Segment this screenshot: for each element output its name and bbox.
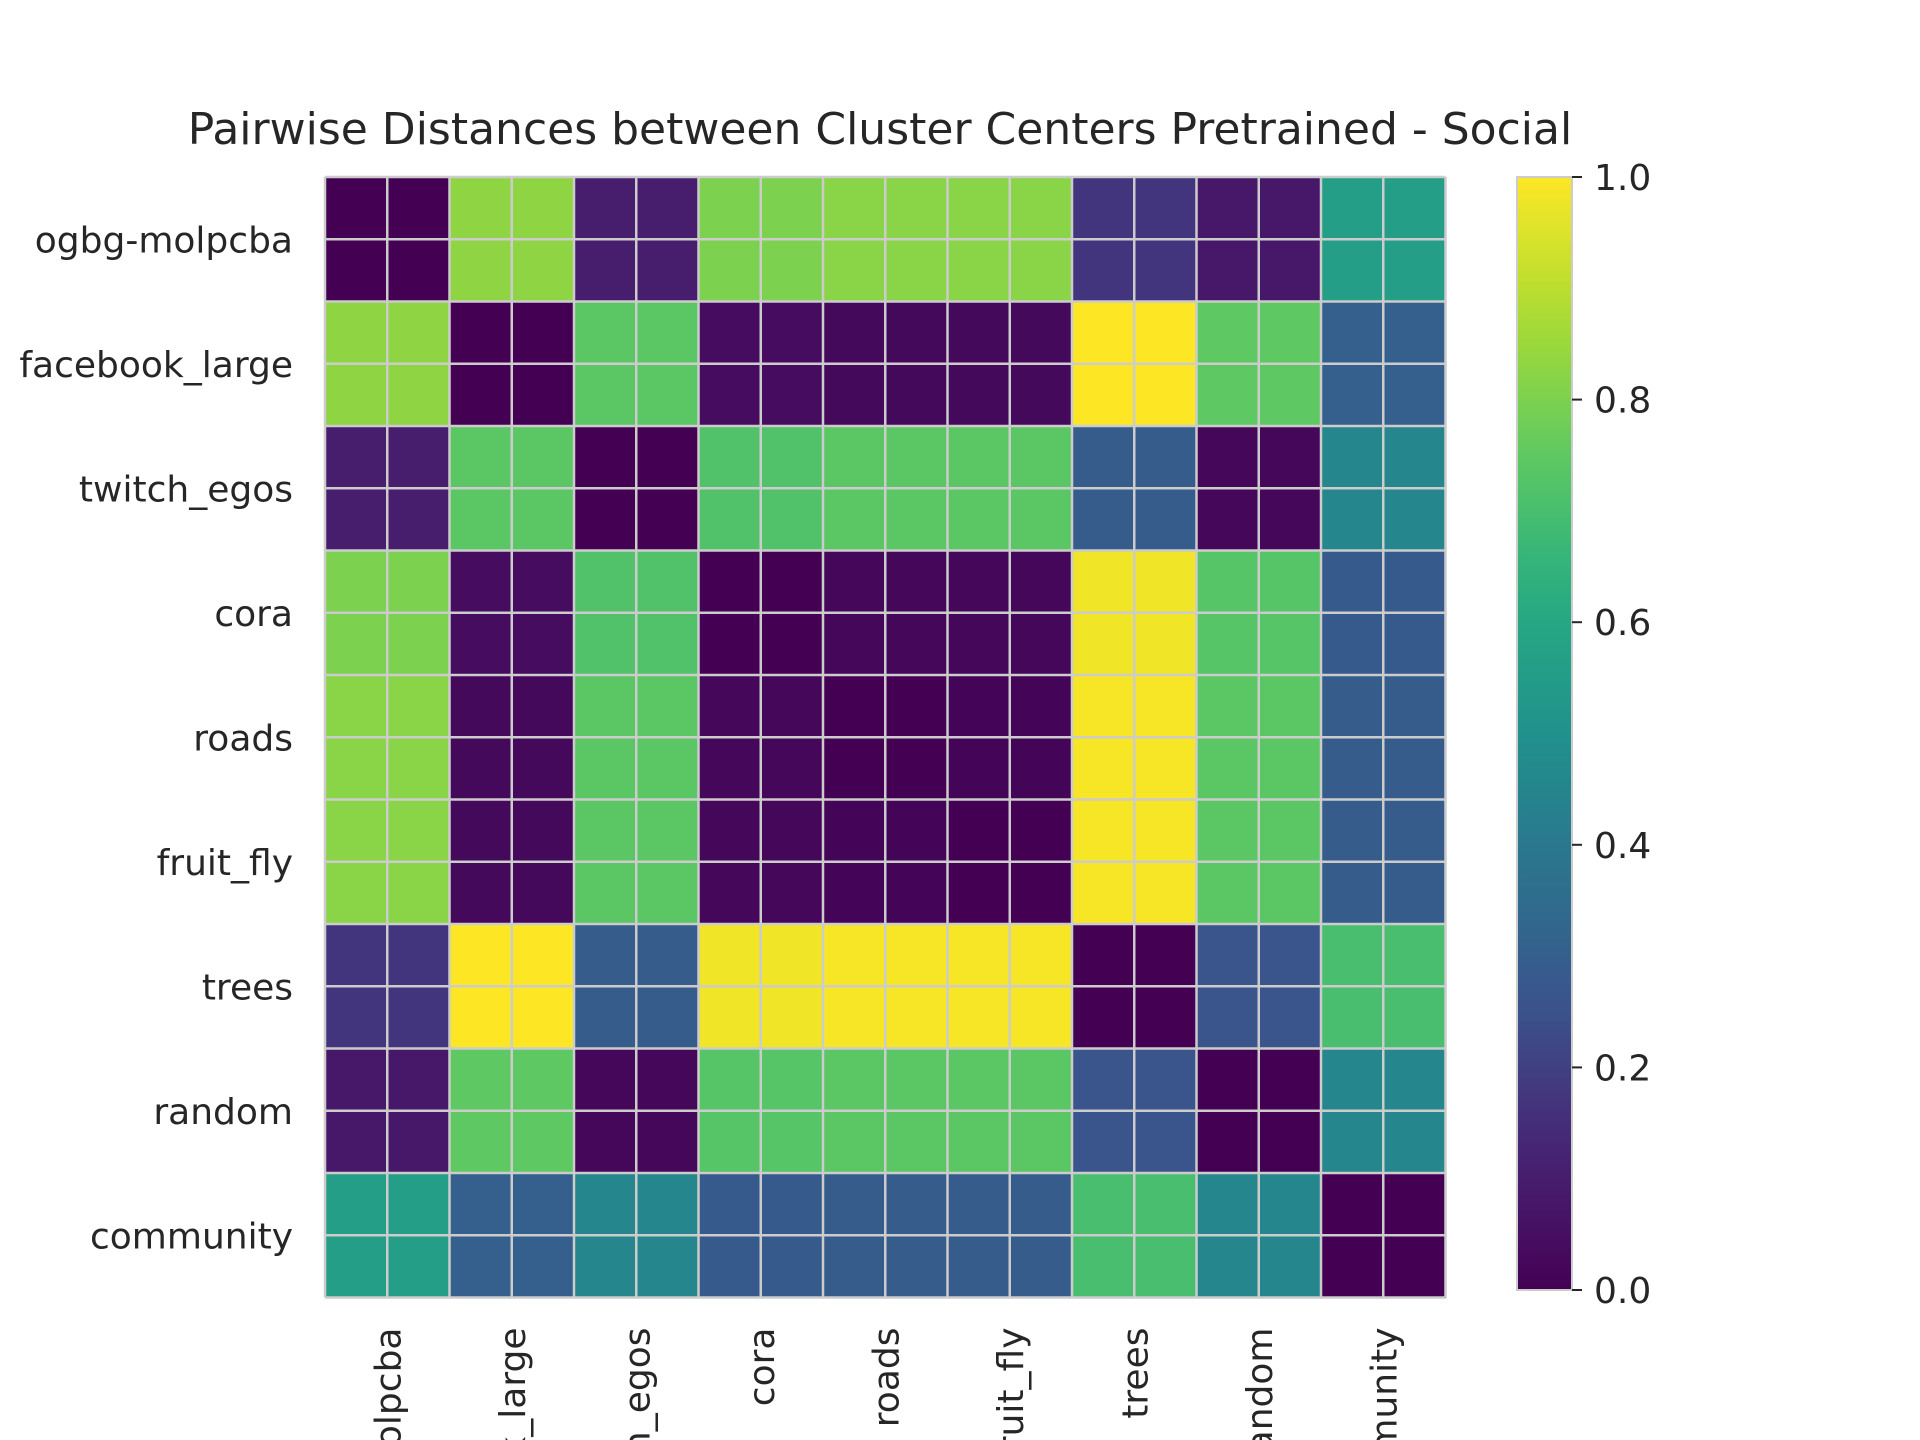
y-axis-tick-labels: ogbg-molpcba facebook_large twitch_egoscor…: [19, 220, 293, 1257]
x-tick-label: olpcba: [368, 1328, 409, 1440]
y-tick-label: trees: [202, 967, 293, 1008]
heatmap-gridlines: [323, 175, 1447, 1299]
x-tick-label: fruit_fly: [991, 1328, 1032, 1440]
x-tick-label: andom: [1240, 1328, 1281, 1440]
y-tick-label: fruit_fly: [157, 843, 293, 884]
y-tick-label: twitch_egos: [79, 469, 293, 510]
colorbar-tick-label: 0.0: [1594, 1271, 1651, 1312]
colorbar: [1516, 176, 1573, 1291]
x-tick-label: k_large: [493, 1328, 534, 1440]
x-tick-label: munity: [1364, 1328, 1405, 1440]
chart-title: Pairwise Distances between Cluster Cente…: [188, 104, 1572, 155]
x-tick-label: cora: [742, 1328, 783, 1407]
x-tick-label: n_egos: [617, 1328, 658, 1440]
x-tick-label: trees: [1115, 1328, 1156, 1419]
colorbar-tick-label: 0.8: [1594, 381, 1651, 422]
colorbar-tick-label: 1.0: [1594, 158, 1651, 199]
y-tick-label: community: [90, 1216, 293, 1257]
y-tick-label: ogbg-molpcba: [35, 220, 293, 261]
colorbar-tick-label: 0.4: [1594, 826, 1651, 867]
x-tick-label: roads: [866, 1328, 907, 1428]
colorbar-tick-label: 0.2: [1594, 1048, 1651, 1089]
y-tick-label: facebook_large: [19, 345, 293, 386]
y-tick-label: random: [153, 1092, 293, 1133]
x-axis-tick-labels: olpcba k_large n_egos cora roads fruit_fly tre…: [368, 1328, 1405, 1440]
y-tick-label: cora: [214, 594, 293, 635]
y-tick-label: roads: [193, 718, 293, 759]
colorbar-tick-label: 0.6: [1594, 603, 1651, 644]
colorbar-gradient: [1516, 176, 1573, 1291]
colorbar-tick-labels: 0.0 0.2 0.4 0.6 0.8 1.0: [1572, 158, 1651, 1312]
